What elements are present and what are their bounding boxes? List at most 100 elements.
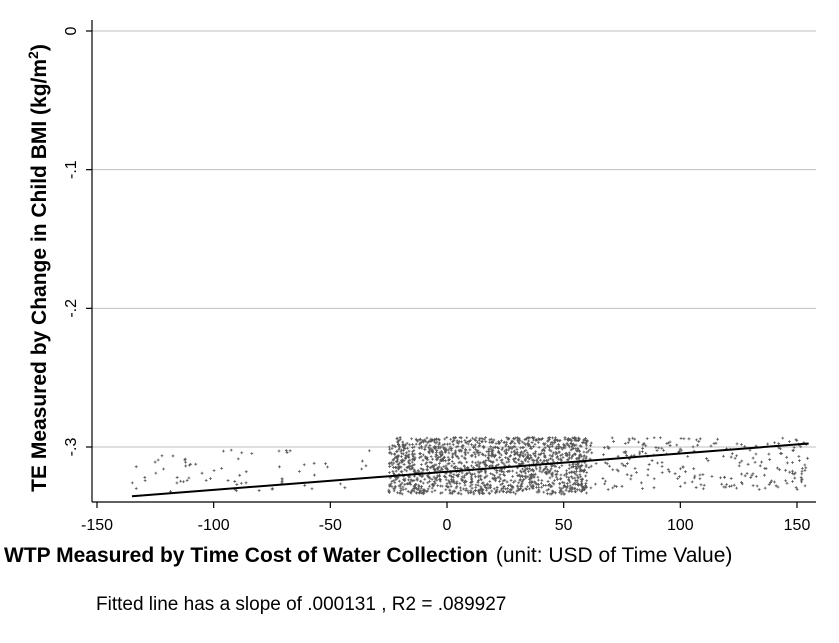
scatter-point bbox=[754, 475, 758, 478]
scatter-point bbox=[517, 462, 521, 466]
scatter-point bbox=[436, 468, 440, 472]
scatter-point bbox=[495, 488, 499, 492]
scatter-point bbox=[469, 490, 473, 494]
scatter-point bbox=[795, 439, 799, 443]
scatter-point bbox=[534, 450, 538, 454]
scatter-point bbox=[497, 449, 501, 453]
scatter-point bbox=[398, 436, 402, 439]
scatter-point bbox=[502, 470, 506, 474]
scatter-point bbox=[422, 490, 426, 494]
scatter-point bbox=[507, 458, 511, 462]
scatter-point bbox=[455, 484, 459, 488]
scatter-point bbox=[560, 447, 564, 451]
scatter-point bbox=[400, 455, 403, 458]
scatter-point bbox=[489, 472, 493, 476]
scatter-point bbox=[507, 484, 510, 487]
scatter-point bbox=[470, 478, 473, 482]
scatter-point bbox=[631, 436, 635, 440]
scatter-point bbox=[440, 484, 444, 488]
scatter-point bbox=[568, 480, 572, 484]
scatter-point bbox=[553, 469, 557, 473]
scatter-point bbox=[509, 442, 512, 445]
scatter-point bbox=[537, 445, 541, 449]
scatter-point bbox=[550, 464, 554, 468]
scatter-point bbox=[435, 458, 439, 462]
scatter-point bbox=[499, 483, 503, 487]
scatter-point bbox=[462, 456, 466, 460]
scatter-point bbox=[579, 475, 583, 479]
scatter-point bbox=[421, 453, 425, 457]
scatter-point bbox=[490, 454, 494, 458]
scatter-point bbox=[559, 457, 562, 461]
scatter-point bbox=[803, 484, 807, 488]
scatter-point bbox=[534, 438, 538, 441]
scatter-point bbox=[438, 438, 441, 442]
scatter-point bbox=[532, 475, 536, 479]
scatter-point bbox=[501, 446, 505, 450]
scatter-point bbox=[562, 444, 566, 448]
scatter-point bbox=[447, 479, 451, 483]
scatter-point bbox=[407, 482, 411, 485]
scatter-point bbox=[502, 484, 506, 488]
scatter-point bbox=[460, 454, 464, 458]
scatter-point bbox=[546, 436, 550, 440]
scatter-point bbox=[388, 471, 391, 474]
scatter-point bbox=[569, 442, 573, 445]
scatter-point bbox=[498, 469, 502, 473]
scatter-point bbox=[410, 446, 414, 450]
scatter-point bbox=[555, 456, 559, 460]
scatter-point bbox=[473, 445, 477, 449]
scatter-point bbox=[462, 487, 466, 491]
scatter-point bbox=[626, 462, 629, 465]
scatter-point bbox=[738, 461, 742, 465]
scatter-point bbox=[412, 489, 416, 493]
scatter-point bbox=[732, 483, 736, 487]
scatter-point bbox=[566, 439, 570, 443]
scatter-point bbox=[455, 439, 459, 443]
scatter-point bbox=[413, 456, 417, 460]
scatter-point bbox=[407, 478, 410, 482]
scatter-point bbox=[516, 440, 520, 444]
scatter-point bbox=[563, 436, 567, 440]
scatter-point bbox=[559, 473, 563, 477]
scatter-point bbox=[594, 462, 598, 465]
scatter-point bbox=[585, 443, 588, 447]
scatter-point bbox=[397, 479, 401, 483]
scatter-point bbox=[185, 478, 189, 482]
scatter-point bbox=[421, 468, 425, 471]
scatter-point bbox=[466, 440, 470, 443]
scatter-point bbox=[416, 488, 420, 492]
scatter-point bbox=[423, 445, 427, 449]
scatter-point bbox=[499, 453, 503, 457]
scatter-point bbox=[493, 476, 497, 480]
scatter-point bbox=[484, 488, 488, 492]
scatter-point bbox=[571, 476, 575, 480]
scatter-point bbox=[502, 441, 506, 444]
scatter-point bbox=[549, 442, 553, 446]
y-axis-label-close: ) bbox=[28, 44, 51, 51]
scatter-point bbox=[624, 450, 628, 453]
scatter-point bbox=[448, 442, 452, 446]
scatter-point bbox=[444, 478, 448, 482]
scatter-point bbox=[521, 461, 525, 465]
scatter-point bbox=[496, 446, 499, 449]
scatter-point bbox=[470, 473, 474, 477]
scatter-point bbox=[508, 488, 512, 491]
scatter-point bbox=[578, 444, 582, 448]
scatter-point bbox=[460, 475, 464, 479]
scatter-point bbox=[570, 445, 574, 448]
scatter-point bbox=[442, 465, 446, 469]
scatter-point bbox=[584, 483, 587, 487]
scatter-point bbox=[403, 446, 407, 450]
scatter-point bbox=[556, 477, 559, 481]
scatter-point bbox=[560, 464, 564, 468]
scatter-point bbox=[554, 452, 558, 456]
scatter-point bbox=[573, 481, 576, 485]
scatter-point bbox=[417, 485, 421, 488]
scatter-point bbox=[507, 445, 511, 449]
scatter-point bbox=[563, 446, 567, 450]
scatter-point bbox=[583, 438, 586, 442]
scatter-point bbox=[462, 476, 466, 479]
scatter-point bbox=[413, 469, 417, 473]
scatter-point bbox=[570, 470, 574, 474]
